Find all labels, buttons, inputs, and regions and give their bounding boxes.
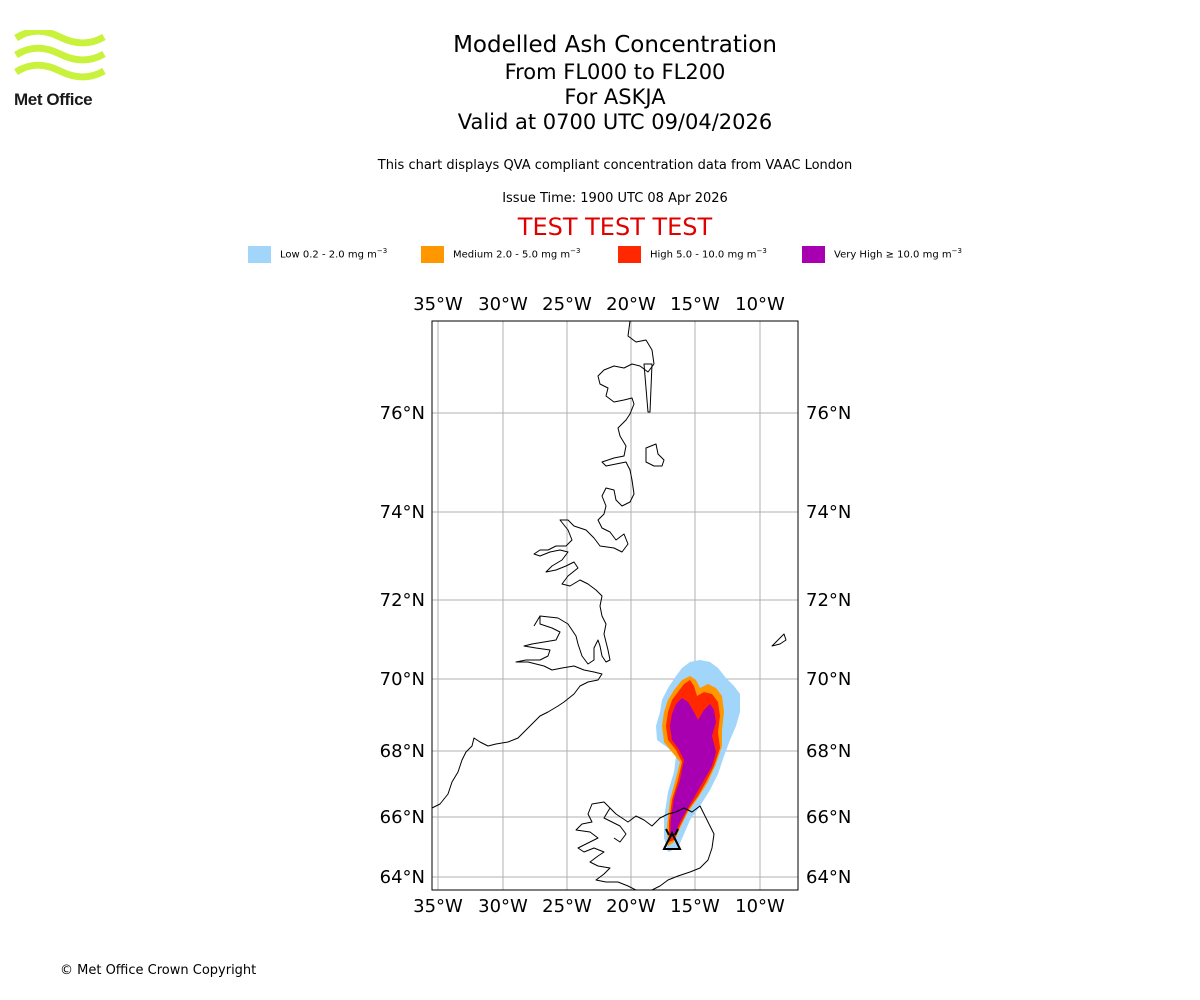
chart-title-block: Modelled Ash Concentration From FL000 to… — [0, 30, 1200, 135]
lon-tick-bottom: 35°W — [413, 896, 463, 917]
lat-tick-left: 66°N — [380, 807, 425, 828]
map-plot-area — [432, 321, 798, 890]
lat-tick-right: 70°N — [806, 669, 851, 690]
lat-tick-right: 66°N — [806, 807, 851, 828]
coastline-iceland — [575, 801, 715, 891]
lon-ticks-top: 35°W 30°W 25°W 20°W 15°W 10°W — [413, 294, 785, 315]
lat-tick-left: 70°N — [380, 669, 425, 690]
lat-tick-right: 74°N — [806, 502, 851, 523]
volcano-name: For ASKJA — [564, 85, 666, 109]
ash-plume — [656, 660, 740, 852]
legend-item-medium: Medium 2.0 - 5.0 mg m−3 — [421, 244, 580, 264]
lon-tick-top: 30°W — [478, 294, 528, 315]
coastline-island-jan-mayen — [771, 633, 787, 647]
lon-tick-top: 20°W — [606, 294, 656, 315]
coastline-island-ne — [645, 443, 665, 467]
coastline-greenland-cape — [533, 615, 541, 627]
lon-tick-bottom: 10°W — [735, 896, 785, 917]
legend-item-low: Low 0.2 - 2.0 mg m−3 — [248, 244, 387, 264]
valid-time: Valid at 0700 UTC 09/04/2026 — [457, 110, 773, 134]
issue-time: Issue Time: 1900 UTC 08 Apr 2026 — [502, 191, 728, 206]
legend-unit-exp: −3 — [756, 247, 767, 256]
logo-wordmark: Met Office — [14, 90, 93, 109]
lon-tick-top: 15°W — [670, 294, 720, 315]
lon-tick-bottom: 30°W — [478, 896, 528, 917]
copyright-notice: © Met Office Crown Copyright — [60, 963, 257, 978]
chart-title: Modelled Ash Concentration — [453, 32, 777, 58]
legend-swatch-high — [618, 245, 641, 263]
lon-tick-bottom: 25°W — [542, 896, 592, 917]
map-frame — [431, 320, 799, 891]
wave-logo-icon — [14, 30, 106, 81]
graticule — [432, 321, 798, 890]
coastlines — [431, 320, 787, 891]
lat-tick-right: 72°N — [806, 590, 851, 611]
lon-tick-bottom: 20°W — [606, 896, 656, 917]
lat-ticks-left: 76°N 74°N 72°N 70°N 68°N 66°N 64°N — [380, 403, 425, 888]
lat-tick-left: 64°N — [380, 867, 425, 888]
legend-unit-exp: −3 — [376, 247, 388, 256]
coastline-iceland-nw — [603, 807, 627, 843]
coastline-island-north — [643, 363, 653, 413]
chart-description: This chart displays QVA compliant concen… — [377, 158, 853, 173]
legend-unit-exp: −3 — [951, 247, 962, 256]
legend-label-high: High 5.0 - 10.0 mg m — [650, 249, 757, 261]
test-banner: TEST TEST TEST — [517, 213, 713, 241]
volcano-icon — [662, 828, 682, 850]
legend: Low 0.2 - 2.0 mg m−3 Medium 2.0 - 5.0 mg… — [0, 244, 1200, 264]
legend-swatch-very-high — [802, 245, 825, 263]
lon-tick-top: 25°W — [542, 294, 592, 315]
ash-area-very-high — [670, 698, 716, 838]
legend-label-medium: Medium 2.0 - 5.0 mg m — [453, 249, 571, 261]
lat-tick-left: 68°N — [380, 741, 425, 762]
met-office-logo: Met Office — [14, 30, 106, 112]
legend-item-high: High 5.0 - 10.0 mg m−3 — [618, 244, 767, 264]
lon-tick-top: 10°W — [735, 294, 785, 315]
legend-label-low: Low 0.2 - 2.0 mg m — [280, 249, 377, 261]
lat-tick-left: 74°N — [380, 502, 425, 523]
lat-tick-right: 76°N — [806, 403, 851, 424]
legend-item-very-high: Very High ≥ 10.0 mg m−3 — [802, 244, 962, 264]
lat-tick-right: 68°N — [806, 741, 851, 762]
lon-tick-bottom: 15°W — [670, 896, 720, 917]
flight-levels: From FL000 to FL200 — [504, 60, 726, 84]
lon-tick-top: 35°W — [413, 294, 463, 315]
lat-tick-left: 72°N — [380, 590, 425, 611]
lat-ticks-right: 76°N 74°N 72°N 70°N 68°N 66°N 64°N — [806, 403, 851, 888]
legend-swatch-low — [248, 245, 271, 263]
legend-swatch-medium — [421, 245, 444, 263]
lon-ticks-bottom: 35°W 30°W 25°W 20°W 15°W 10°W — [413, 896, 785, 917]
lat-tick-left: 76°N — [380, 403, 425, 424]
legend-label-very-high: Very High ≥ 10.0 mg m — [834, 249, 952, 261]
coastline-greenland — [431, 320, 655, 809]
legend-unit-exp: −3 — [570, 247, 581, 256]
lat-tick-right: 64°N — [806, 867, 851, 888]
